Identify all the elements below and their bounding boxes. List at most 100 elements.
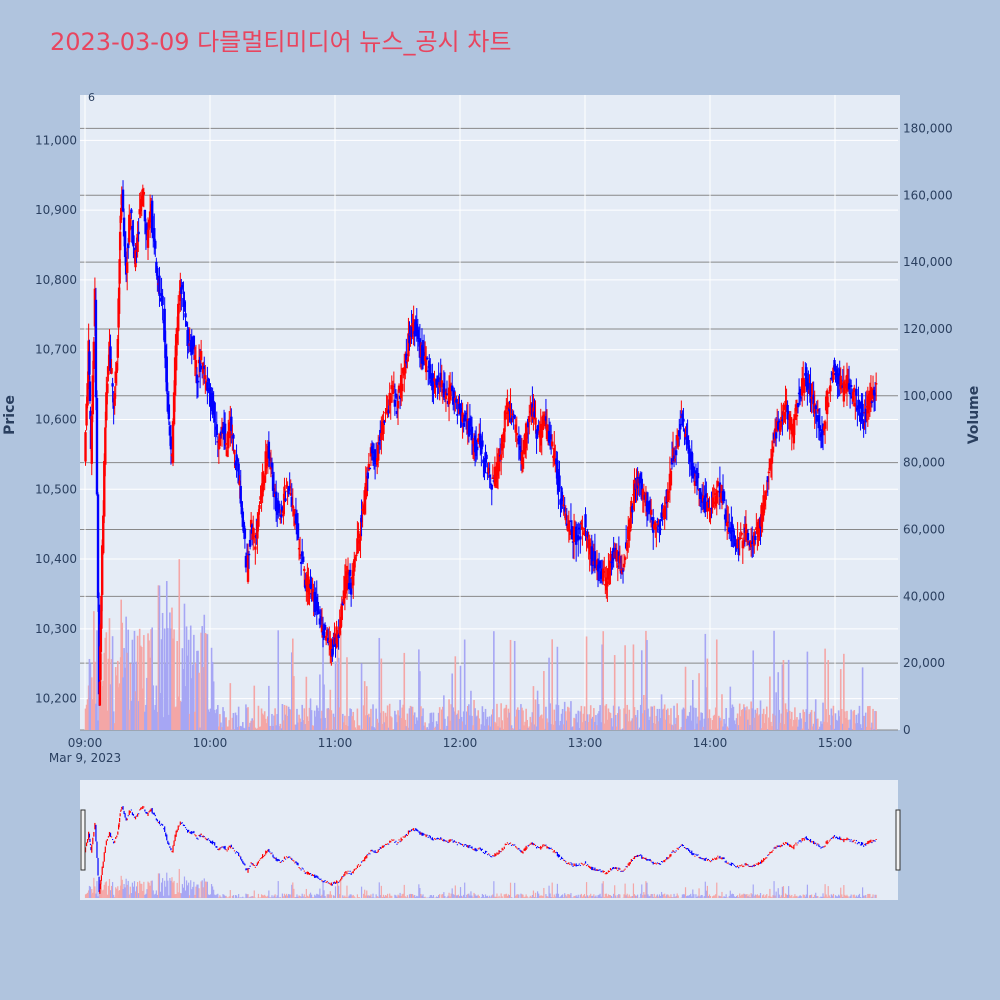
slider-candle [839,836,841,840]
slider-candle [792,847,794,849]
slider-volume-bar [429,895,431,898]
volume-tick-label: 100,000 [903,389,953,403]
candle-body [730,521,733,542]
slider-volume-bar [204,881,206,898]
volume-bar [767,729,769,730]
candle-body [657,523,660,526]
slider-candle [759,861,762,864]
slider-volume-bar [258,897,261,898]
slider-candle [307,871,310,875]
slider-candle [193,830,195,834]
slider-volume-bar [391,895,393,898]
slider-volume-bar [214,894,216,898]
slider-candle [214,842,216,846]
volume-bar [244,728,246,730]
candle-body [181,285,184,288]
volume-bar [828,714,831,730]
candle-body [248,539,252,547]
slider-candle [313,875,315,877]
range-slider-right-handle[interactable] [895,809,901,871]
slider-volume-bar [554,896,556,898]
slider-volume-bar [405,897,407,898]
candle-body [137,231,140,235]
volume-bar [699,720,701,730]
volume-bar [171,607,173,730]
slider-candle [93,831,95,837]
slider-candle [822,846,824,848]
slider-candle [823,846,825,848]
slider-volume-bar [472,897,474,898]
slider-volume-bar [529,895,531,898]
candle-body [827,402,830,408]
slider-volume-bar [598,894,600,898]
slider-candle [780,844,782,847]
volume-bar [787,659,790,730]
volume-bar [702,726,705,730]
candle-body [825,390,829,415]
candle-body [114,371,117,384]
volume-bar [195,662,197,730]
slider-candle [540,845,542,850]
slider-volume-bar [93,877,95,898]
slider-volume-bar [573,895,575,898]
slider-volume-bar [394,894,396,898]
candle-body [655,526,658,530]
candle-body [280,514,283,518]
volume-bar [771,726,773,730]
slider-candle [198,835,200,837]
volume-bar [821,723,823,730]
volume-bar [649,716,651,730]
slider-volume-bar [564,893,566,898]
slider-candle [442,840,444,842]
candle-body [754,535,757,541]
slider-volume-bar [148,882,150,898]
slider-volume-bar [607,894,610,898]
slider-candle [297,862,299,866]
range-slider[interactable] [80,780,898,900]
volume-bar [204,633,207,730]
volume-bar [152,685,155,730]
slider-candle [558,854,561,857]
volume-bar [545,706,547,730]
volume-bar [788,710,791,730]
volume-bar [295,724,297,730]
volume-bar [432,712,435,730]
slider-candle [581,863,583,865]
slider-volume-bar [782,886,785,898]
slider-volume-bar [127,880,129,898]
slider-volume-bar [453,894,455,898]
slider-candle [670,853,672,857]
candle-body [654,522,657,528]
slider-volume-bar [841,894,843,898]
volume-bar [570,701,572,730]
slider-candle [298,867,300,869]
slider-candle [364,857,366,862]
slider-candle [201,836,203,838]
slider-volume-bar [762,895,764,898]
volume-bar [606,719,609,730]
volume-bar [862,715,865,730]
volume-bar [209,708,212,730]
candle-body [839,375,842,390]
candle-body [644,493,648,507]
slider-candle [607,870,610,873]
slider-candle [98,876,100,892]
candle-body [585,536,588,538]
slider-volume-bar [185,880,188,898]
slider-candle [293,860,295,862]
slider-candle [734,866,737,868]
volume-bar [348,716,350,730]
candle-body [525,432,529,439]
volume-bar [304,724,307,730]
range-slider-left-handle[interactable] [80,809,86,871]
volume-bar [672,725,674,730]
slider-volume-bar [697,895,699,898]
slider-candle [491,856,493,858]
volume-bar [622,728,624,730]
slider-candle [500,851,502,853]
slider-candle [660,861,663,863]
slider-volume-bar [171,877,173,898]
volume-bar [455,714,458,730]
slider-candle [427,836,429,838]
slider-candle [498,850,500,855]
